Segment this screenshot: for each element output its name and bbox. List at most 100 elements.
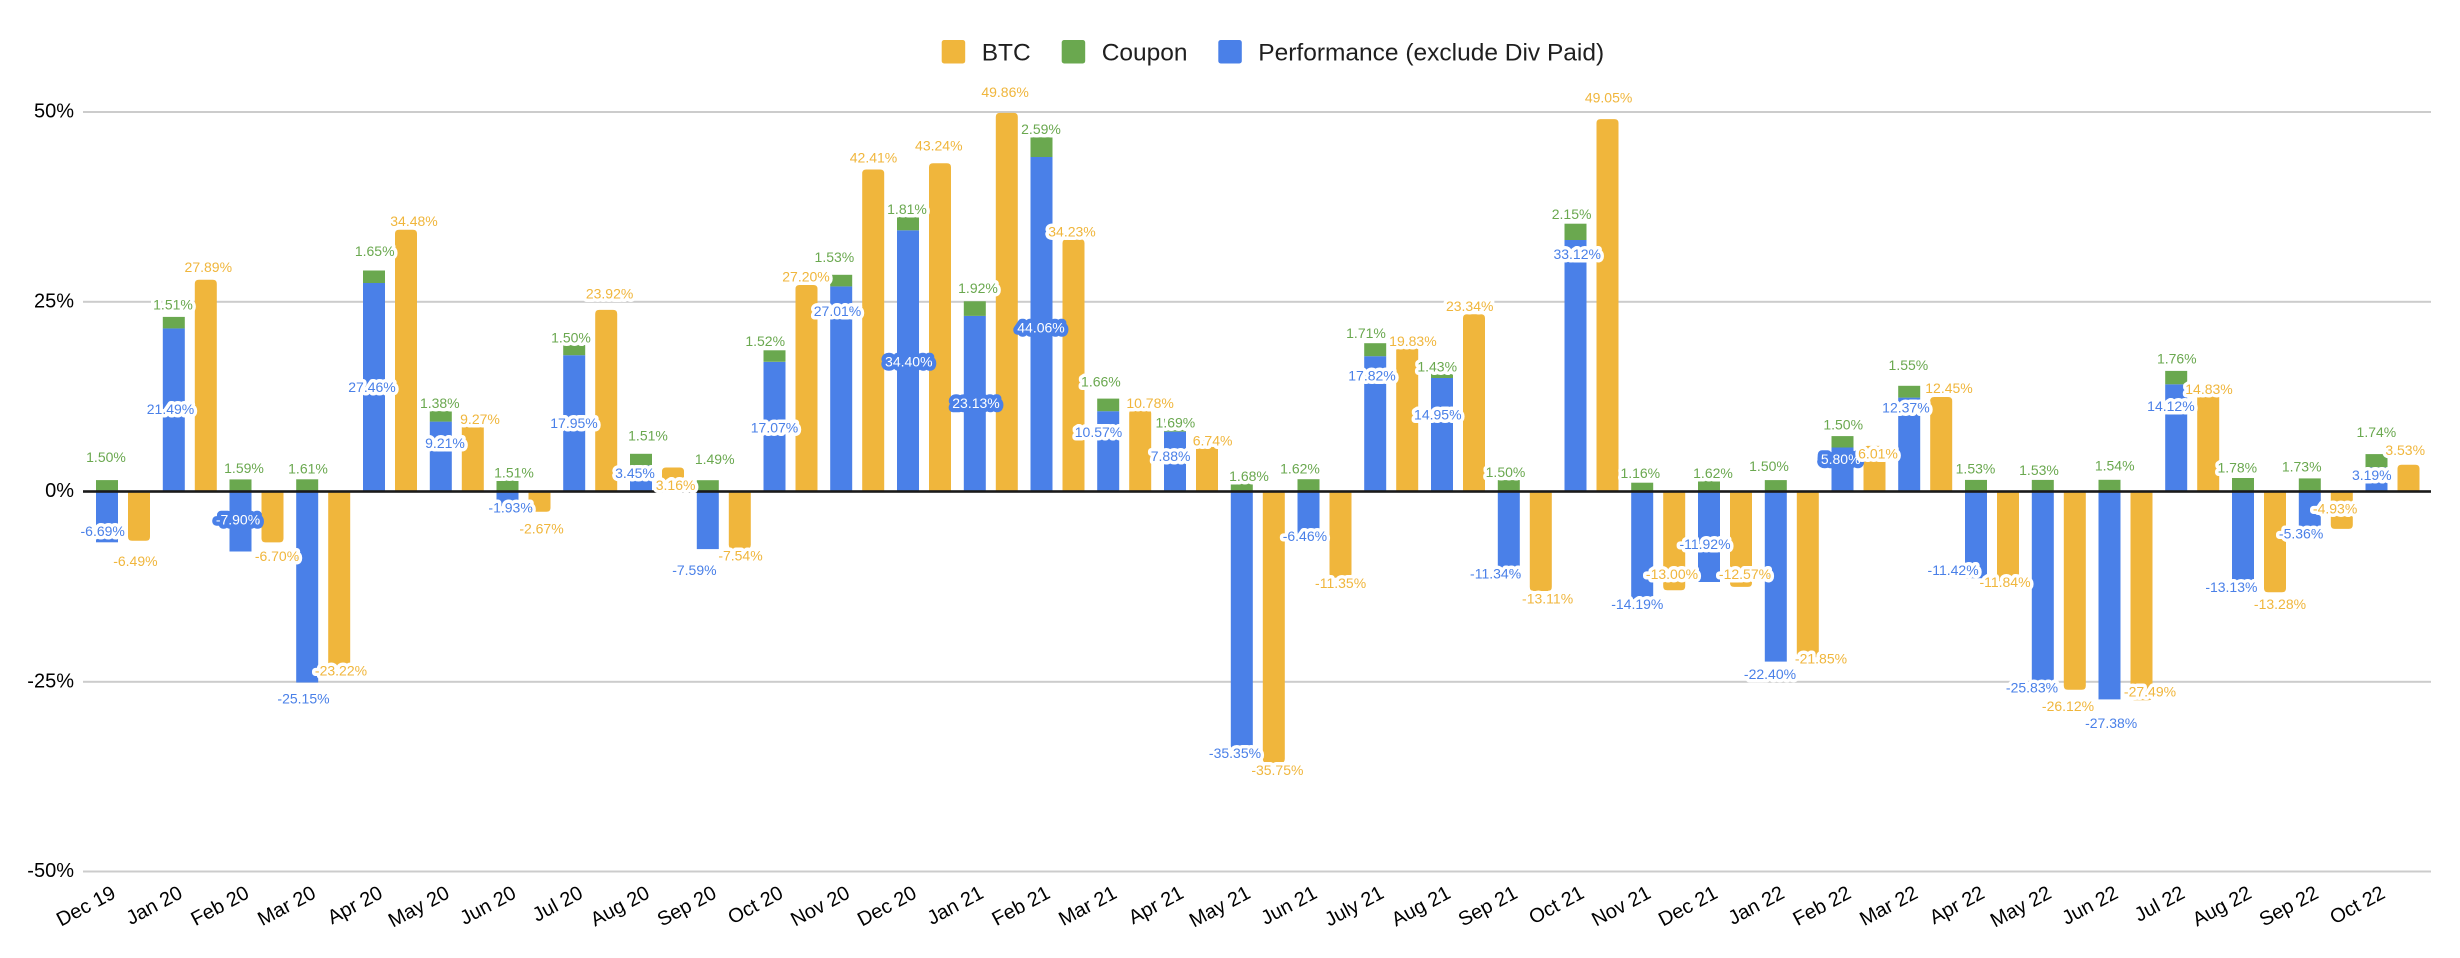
svg-text:2.15%: 2.15% [1552,206,1592,222]
svg-text:1.53%: 1.53% [815,249,855,265]
svg-text:33.12%: 33.12% [1553,246,1600,262]
svg-text:1.92%: 1.92% [958,280,998,296]
svg-text:1.51%: 1.51% [628,427,668,443]
svg-text:25%: 25% [34,290,74,312]
svg-text:Performance (exclude Div Paid): Performance (exclude Div Paid) [1258,40,1604,67]
svg-text:6.01%: 6.01% [1858,446,1898,462]
svg-text:1.59%: 1.59% [224,460,264,476]
svg-text:14.95%: 14.95% [1414,407,1461,423]
svg-text:44.06%: 44.06% [1017,320,1064,336]
svg-text:-2.67%: -2.67% [519,521,563,537]
svg-text:1.55%: 1.55% [1889,357,1929,373]
svg-text:Coupon: Coupon [1102,40,1188,67]
svg-text:19.83%: 19.83% [1389,333,1436,349]
svg-text:-6.49%: -6.49% [113,553,157,569]
svg-text:1.50%: 1.50% [1823,416,1863,432]
svg-text:1.50%: 1.50% [1749,458,1789,474]
svg-text:3.19%: 3.19% [2352,467,2392,483]
svg-text:17.07%: 17.07% [751,419,798,435]
svg-text:1.62%: 1.62% [1693,465,1733,481]
svg-text:-13.13%: -13.13% [2205,579,2257,595]
svg-text:3.45%: 3.45% [615,465,655,481]
svg-text:49.86%: 49.86% [981,84,1028,100]
svg-text:1.66%: 1.66% [1081,374,1121,390]
svg-text:27.01%: 27.01% [814,303,861,319]
svg-text:1.71%: 1.71% [1346,325,1386,341]
svg-text:1.65%: 1.65% [355,243,395,259]
svg-text:1.54%: 1.54% [2095,457,2135,473]
svg-text:3.16%: 3.16% [656,477,696,493]
svg-text:14.83%: 14.83% [2185,381,2232,397]
svg-text:1.62%: 1.62% [1280,461,1320,477]
svg-text:23.92%: 23.92% [586,286,633,302]
svg-text:12.45%: 12.45% [1925,380,1972,396]
svg-text:12.37%: 12.37% [1882,400,1929,416]
svg-text:14.12%: 14.12% [2147,398,2194,414]
svg-text:1.61%: 1.61% [288,460,328,476]
svg-text:2.59%: 2.59% [1021,121,1061,137]
svg-text:5.80%: 5.80% [1821,451,1861,467]
svg-text:9.21%: 9.21% [425,435,465,451]
svg-text:43.24%: 43.24% [915,137,962,153]
svg-text:1.73%: 1.73% [2282,459,2322,475]
svg-text:27.46%: 27.46% [348,379,395,395]
svg-text:27.20%: 27.20% [782,269,829,285]
svg-text:-13.00%: -13.00% [1646,566,1698,582]
svg-text:10.78%: 10.78% [1126,395,1173,411]
svg-text:-25.83%: -25.83% [2006,679,2058,695]
svg-text:1.49%: 1.49% [695,451,735,467]
svg-text:34.40%: 34.40% [885,353,932,369]
svg-text:-35.75%: -35.75% [1251,762,1303,778]
svg-text:-11.35%: -11.35% [1315,575,1366,591]
svg-text:BTC: BTC [982,40,1031,67]
svg-text:10.57%: 10.57% [1075,424,1122,440]
svg-text:1.76%: 1.76% [2157,350,2197,366]
svg-text:-25%: -25% [27,670,74,692]
svg-text:17.82%: 17.82% [1348,368,1395,384]
svg-text:1.50%: 1.50% [86,449,126,465]
svg-text:1.38%: 1.38% [420,395,460,411]
svg-text:42.41%: 42.41% [850,149,897,165]
svg-text:1.43%: 1.43% [1417,358,1457,374]
svg-text:-5.36%: -5.36% [2279,526,2323,542]
svg-text:7.88%: 7.88% [1151,448,1191,464]
svg-text:-21.85%: -21.85% [1795,650,1847,666]
svg-text:23.13%: 23.13% [952,395,999,411]
svg-text:-50%: -50% [27,860,74,882]
svg-text:34.48%: 34.48% [390,213,437,229]
svg-text:-25.15%: -25.15% [277,691,329,707]
svg-text:50%: 50% [34,101,74,123]
svg-text:-22.40%: -22.40% [1744,666,1796,682]
svg-text:34.23%: 34.23% [1048,224,1095,240]
svg-text:-27.49%: -27.49% [2124,683,2176,699]
svg-text:-11.92%: -11.92% [1679,536,1730,552]
svg-text:1.81%: 1.81% [887,201,927,217]
svg-text:1.51%: 1.51% [494,465,534,481]
svg-text:49.05%: 49.05% [1585,89,1632,105]
svg-text:1.53%: 1.53% [2019,462,2059,478]
svg-text:-14.19%: -14.19% [1611,596,1663,612]
svg-text:23.34%: 23.34% [1446,298,1493,314]
svg-text:-13.28%: -13.28% [2254,596,2306,612]
svg-text:1.74%: 1.74% [2357,424,2397,440]
svg-text:-35.35%: -35.35% [1209,745,1261,761]
svg-text:1.50%: 1.50% [1486,464,1526,480]
svg-text:-11.84%: -11.84% [1979,574,2030,590]
svg-text:9.27%: 9.27% [460,411,500,427]
svg-text:-6.70%: -6.70% [255,548,299,564]
svg-text:-4.93%: -4.93% [2313,501,2357,517]
svg-text:-26.12%: -26.12% [2042,698,2094,714]
svg-text:-7.54%: -7.54% [718,548,762,564]
svg-text:-6.69%: -6.69% [81,523,125,539]
svg-text:3.53%: 3.53% [2385,442,2425,458]
svg-text:1.69%: 1.69% [1156,415,1196,431]
svg-text:27.89%: 27.89% [185,259,232,275]
svg-text:-7.59%: -7.59% [672,562,716,578]
svg-text:6.74%: 6.74% [1193,433,1233,449]
svg-text:-6.46%: -6.46% [1283,528,1327,544]
svg-text:1.52%: 1.52% [745,333,785,349]
svg-text:21.49%: 21.49% [147,401,194,417]
svg-text:1.68%: 1.68% [1229,468,1269,484]
svg-text:1.78%: 1.78% [2217,459,2257,475]
svg-text:-11.34%: -11.34% [1470,565,1521,581]
